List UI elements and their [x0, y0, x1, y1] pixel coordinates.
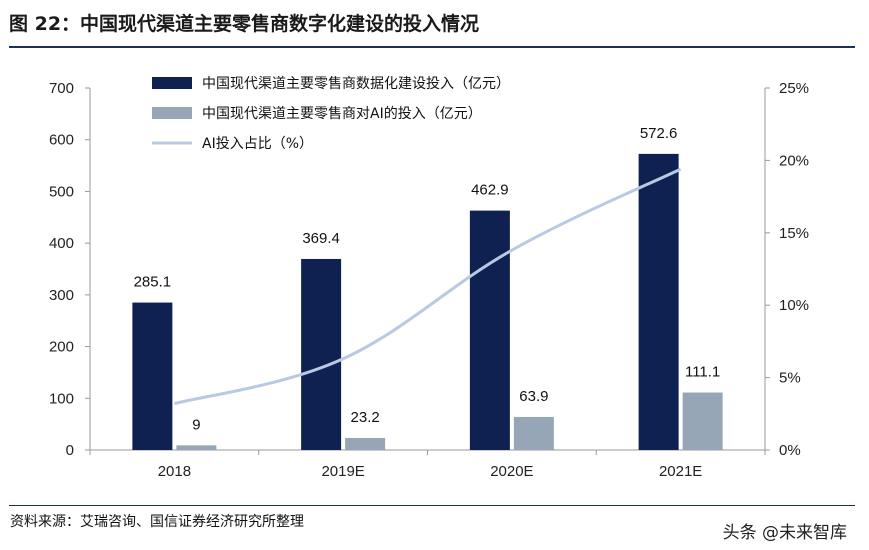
- bar-digital-investment: [469, 210, 510, 450]
- watermark: 头条 @未来智库: [722, 523, 847, 543]
- y-right-tick-label: 20%: [779, 152, 809, 169]
- x-tick-label: 2021E: [659, 463, 702, 480]
- bar-ai-investment: [682, 392, 723, 450]
- y-left-tick-label: 500: [49, 183, 74, 200]
- legend-swatch: [152, 107, 192, 119]
- chart-bars: [132, 153, 723, 450]
- data-label-digital: 285.1: [134, 274, 172, 291]
- bar-digital-investment: [301, 258, 342, 450]
- x-tick-label: 2020E: [490, 463, 533, 480]
- y-left-tick-label: 400: [49, 235, 74, 252]
- data-label-ai: 23.2: [351, 409, 380, 426]
- figure-title: 图 22：中国现代渠道主要零售商数字化建设的投入情况: [9, 13, 480, 35]
- legend-label: AI投入占比（%）: [202, 136, 313, 152]
- y-left-tick-label: 300: [49, 287, 74, 304]
- bar-digital-investment: [638, 153, 679, 450]
- chart-legend: 中国现代渠道主要零售商数据化建设投入（亿元） 中国现代渠道主要零售商对AI的投入（…: [152, 76, 510, 152]
- data-label-digital: 462.9: [471, 182, 509, 199]
- y-left-tick-label: 0: [66, 442, 74, 459]
- footer-divider: [9, 505, 855, 506]
- y-right-tick-label: 25%: [779, 80, 809, 97]
- chart-data-labels: 285.1 9 369.4 23.2 462.9 63.9 572.6 111.1: [134, 125, 721, 433]
- y-left-tick-label: 100: [49, 390, 74, 407]
- data-label-ai: 9: [192, 416, 200, 433]
- y-right-tick-label: 10%: [779, 297, 809, 314]
- y-right-tick-label: 5%: [779, 370, 801, 387]
- bar-ai-investment: [513, 416, 554, 450]
- y-left-tick-label: 200: [49, 339, 74, 356]
- legend-label: 中国现代渠道主要零售商对AI的投入（亿元）: [202, 106, 482, 122]
- legend-label: 中国现代渠道主要零售商数据化建设投入（亿元）: [202, 76, 510, 92]
- data-label-ai: 63.9: [519, 388, 548, 405]
- source-note: 资料来源：艾瑞咨询、国信证券经济研究所整理: [10, 514, 304, 530]
- data-label-ai: 111.1: [685, 364, 720, 381]
- data-label-digital: 572.6: [640, 125, 678, 142]
- legend-swatch: [152, 77, 192, 89]
- y-left-tick-label: 700: [49, 80, 74, 97]
- data-label-digital: 369.4: [302, 230, 340, 247]
- combo-chart: 0 100 200 300 400 500 600 700 0% 5% 10% 15% 20% 25% 20…: [49, 76, 809, 480]
- bar-ai-investment: [345, 438, 386, 450]
- chart-line: [173, 167, 682, 406]
- x-tick-label: 2018: [158, 463, 191, 480]
- y-right-tick-label: 0%: [779, 442, 801, 459]
- y-left-tick-label: 600: [49, 132, 74, 149]
- title-divider: [9, 46, 855, 48]
- bar-digital-investment: [132, 302, 173, 450]
- bar-ai-investment: [176, 445, 217, 450]
- y-right-tick-label: 15%: [779, 225, 809, 242]
- ai-share-line: [173, 167, 682, 406]
- x-tick-label: 2019E: [321, 463, 364, 480]
